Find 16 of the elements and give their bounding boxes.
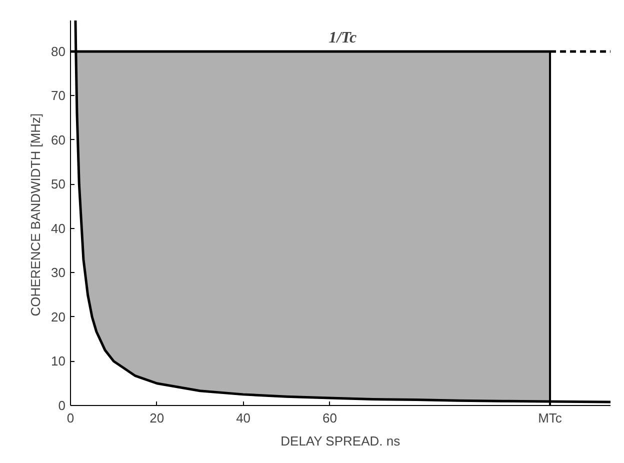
y-tick-label: 30	[51, 265, 66, 280]
annotation: 1/Tc	[328, 29, 357, 46]
y-tick-label: 70	[51, 88, 66, 104]
y-tick-label: 40	[51, 220, 66, 236]
y-tick-label: 10	[51, 354, 66, 369]
y-tick-label: 60	[51, 132, 66, 148]
y-tick-label: 0	[58, 398, 66, 413]
y-tick-label: 50	[51, 176, 66, 192]
x-tick-label: 40	[236, 410, 251, 426]
x-tick-label: MTc	[538, 410, 562, 426]
x-tick-label: 20	[150, 410, 164, 426]
x-axis-title: DELAY SPREAD. ns	[280, 434, 401, 448]
x-tick-label: 60	[322, 410, 337, 426]
y-tick-label: 80	[51, 44, 66, 59]
y-tick-label: 20	[51, 309, 66, 324]
y-axis-title: COHERENCE BANDWIDTH [MHz]	[28, 113, 44, 316]
